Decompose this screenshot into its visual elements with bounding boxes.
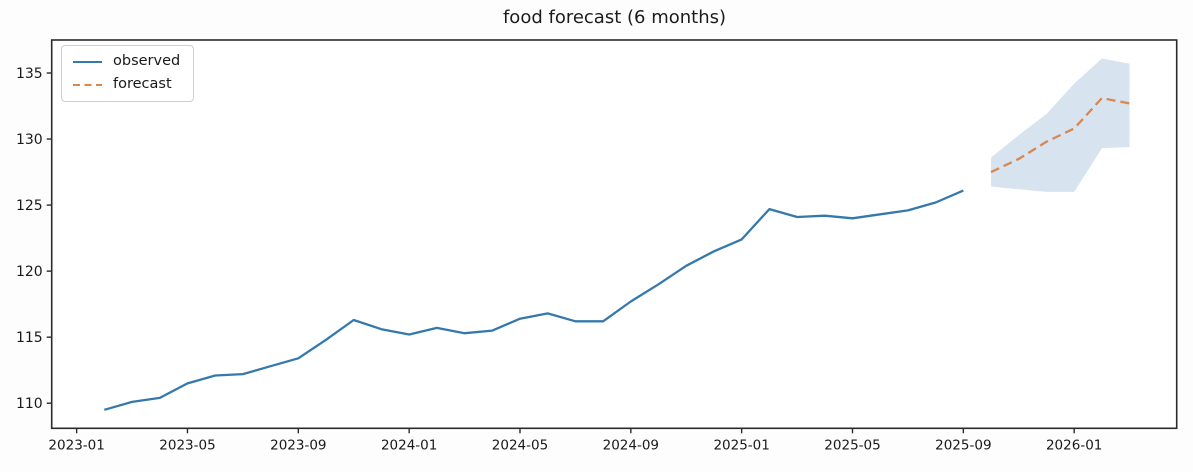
x-axis-tick-label: 2024-05 — [492, 437, 548, 453]
observed-line-swatch-icon — [73, 60, 102, 64]
y-axis-tick-label: 115 — [16, 330, 43, 346]
x-axis-tick-label: 2023-09 — [270, 437, 326, 453]
plot-border — [50, 39, 1178, 430]
legend-label-forecast: forecast — [113, 75, 172, 92]
x-axis-tick-label: 2026-01 — [1046, 437, 1102, 453]
chart-title: food forecast (6 months) — [502, 7, 727, 28]
legend-label-observed: observed — [113, 53, 181, 69]
y-axis-tick-label: 125 — [16, 198, 43, 214]
x-axis-tick-label: 2025-05 — [824, 437, 880, 453]
x-axis-tick-label: 2025-01 — [713, 437, 769, 453]
x-axis-tick-label: 2023-01 — [48, 437, 104, 453]
forecast-line-swatch-icon — [73, 83, 102, 87]
legend-entry-observed: observed — [73, 53, 181, 70]
legend-entry-forecast: forecast — [73, 75, 180, 93]
confidence-band — [991, 58, 1130, 192]
y-axis-tick-label: 110 — [16, 396, 43, 412]
y-axis-tick-label: 135 — [16, 66, 43, 82]
observed-line — [103, 189, 964, 411]
legend: observed forecast — [61, 45, 195, 102]
x-axis-tick-label: 2023-05 — [159, 437, 215, 453]
x-axis-tick-label: 2024-01 — [381, 437, 437, 453]
y-axis-tick-label: 120 — [16, 264, 43, 280]
plot-background — [51, 40, 1177, 429]
x-axis-tick-label: 2024-09 — [603, 437, 659, 453]
y-axis-tick-label: 130 — [16, 132, 43, 148]
x-axis-tick-label: 2025-09 — [935, 437, 991, 453]
forecast-line — [990, 96, 1130, 174]
